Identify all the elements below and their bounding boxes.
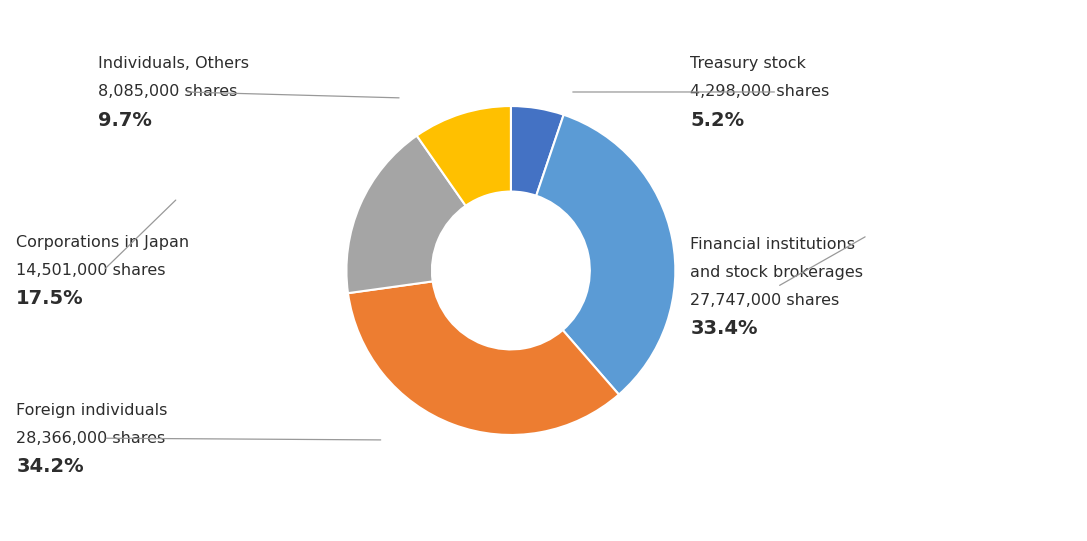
Text: Individuals, Others: Individuals, Others: [98, 56, 249, 71]
Text: 14,501,000 shares: 14,501,000 shares: [16, 263, 166, 278]
Text: 27,747,000 shares: 27,747,000 shares: [690, 293, 839, 308]
Wedge shape: [536, 115, 675, 394]
Text: 33.4%: 33.4%: [690, 319, 758, 339]
Text: 34.2%: 34.2%: [16, 457, 84, 476]
Text: 9.7%: 9.7%: [98, 110, 152, 130]
Wedge shape: [416, 106, 511, 206]
Text: Foreign individuals: Foreign individuals: [16, 403, 167, 418]
Wedge shape: [348, 281, 619, 435]
Text: 5.2%: 5.2%: [690, 110, 745, 130]
Text: 28,366,000 shares: 28,366,000 shares: [16, 431, 165, 446]
Wedge shape: [511, 106, 564, 196]
Text: 17.5%: 17.5%: [16, 289, 84, 308]
Text: and stock brokerages: and stock brokerages: [690, 265, 863, 280]
Wedge shape: [347, 136, 465, 293]
Text: 4,298,000 shares: 4,298,000 shares: [690, 84, 829, 100]
Text: Corporations in Japan: Corporations in Japan: [16, 235, 189, 250]
Text: Financial institutions: Financial institutions: [690, 237, 855, 252]
Text: 8,085,000 shares: 8,085,000 shares: [98, 84, 237, 100]
Text: Treasury stock: Treasury stock: [690, 56, 807, 71]
